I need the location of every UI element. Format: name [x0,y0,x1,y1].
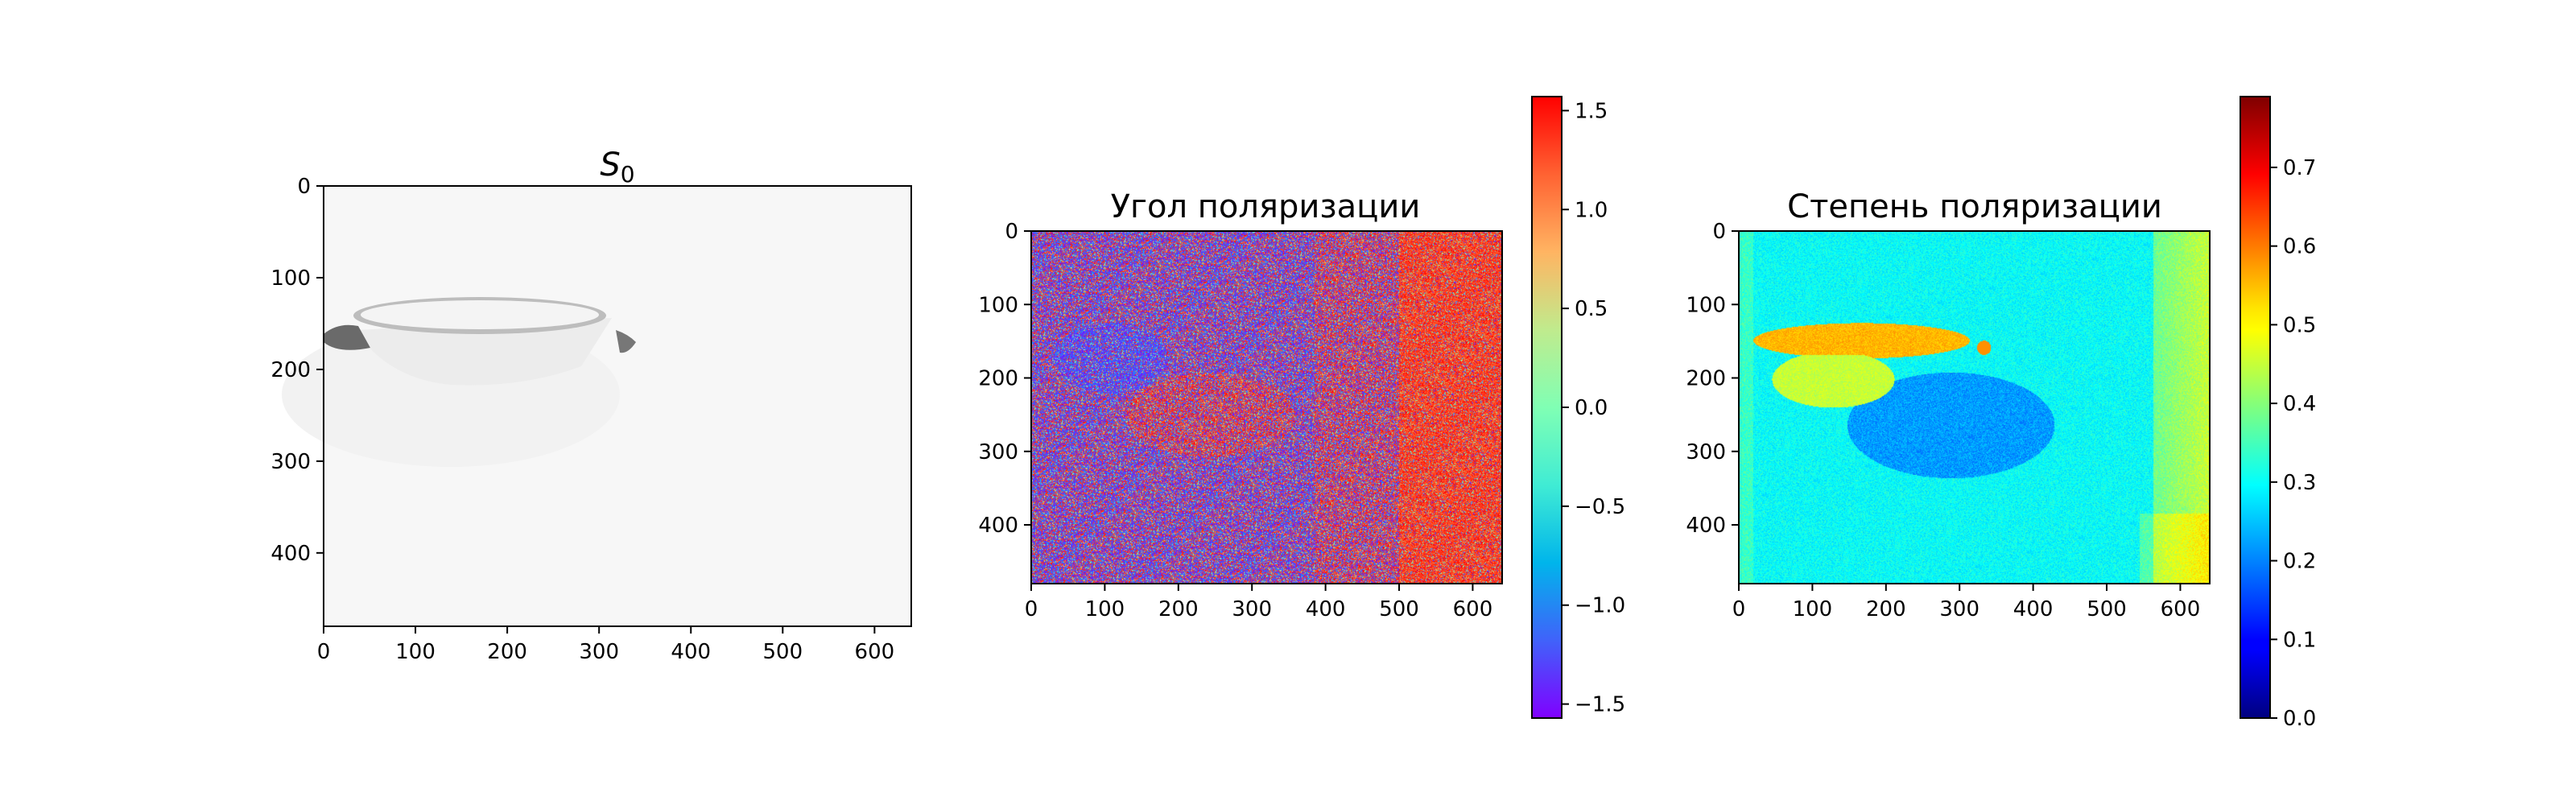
s0-x-tick-label: 400 [671,640,711,664]
angle-colorbar-tick-label: 1.5 [1575,99,1608,123]
panel-s0-title: S0 [600,147,634,188]
panel-degree-title: Степень поляризации [1787,188,2162,225]
angle-heatmap [1031,231,1502,584]
angle-x-tick-label: 0 [1025,597,1038,621]
s0-x-tick-label: 0 [317,640,331,664]
s0-y-tick-label: 400 [270,542,311,566]
panel-angle-title: Угол поляризации [1111,188,1421,225]
degree-heatmap [1739,231,2210,584]
degree-colorbar-tick-label: 0.4 [2283,392,2316,416]
angle-colorbar-tick-label: −0.5 [1575,495,1625,519]
s0-y-tick-label: 300 [270,450,311,474]
degree-x-tick-label: 400 [2013,597,2054,621]
degree-y-tick-label: 300 [1686,440,1726,464]
s0-cup-shading-left [324,324,370,350]
angle-x-tick-label: 600 [1453,597,1493,621]
angle-colorbar-ticks: 1.5 1.0 0.5 0.0 −0.5 −1.0 −1.5 [1562,99,1625,717]
s0-x-tick-label: 300 [579,640,619,664]
degree-colorbar-tick-label: 0.1 [2283,628,2316,652]
degree-colorbar-tick-label: 0.0 [2283,707,2316,731]
degree-colorbar-tick-label: 0.7 [2283,156,2316,180]
degree-x-ticks: 0 100 200 300 400 500 600 [1732,584,2201,621]
angle-x-tick-label: 400 [1306,597,1346,621]
degree-x-tick-label: 100 [1793,597,1833,621]
degree-colorbar-ticks: 0.7 0.6 0.5 0.4 0.3 0.2 0.1 0.0 [2270,156,2316,731]
s0-x-tick-label: 500 [762,640,803,664]
title-symbol: S [600,147,620,184]
degree-frame [1738,230,2211,584]
panel-angle: Угол поляризации 0 100 200 300 400 500 600 0 10… [978,96,1625,719]
degree-x-tick-label: 600 [2161,597,2201,621]
s0-y-tick-label: 0 [297,175,311,199]
s0-y-ticks: 0 100 200 300 400 [270,175,324,566]
degree-colorbar-tick-label: 0.3 [2283,471,2316,495]
angle-y-tick-label: 400 [978,514,1018,538]
degree-colorbar-tick-label: 0.6 [2283,235,2316,259]
degree-colorbar [2240,96,2271,719]
angle-y-tick-label: 300 [978,440,1018,464]
angle-frame [1030,230,1503,584]
angle-colorbar-tick-label: −1.0 [1575,594,1625,618]
degree-y-ticks: 0 100 200 300 400 [1686,220,1739,538]
s0-x-tick-label: 100 [395,640,436,664]
degree-y-tick-label: 400 [1686,514,1726,538]
s0-cup-rim-inner [361,300,599,329]
s0-cup-shading-right [616,330,636,353]
angle-x-tick-label: 500 [1379,597,1419,621]
panel-degree: Степень поляризации 0 100 200 300 400 500 600 … [1686,96,2316,731]
s0-y-tick-label: 200 [270,358,311,382]
angle-y-tick-label: 0 [1005,220,1018,244]
degree-x-tick-label: 0 [1732,597,1746,621]
angle-y-ticks: 0 100 200 300 400 [978,220,1031,538]
s0-x-ticks: 0 100 200 300 400 500 600 [317,626,894,664]
s0-image [282,186,911,626]
s0-frame [323,185,912,627]
angle-colorbar-tick-label: −1.5 [1575,693,1625,717]
degree-colorbar-tick-label: 0.2 [2283,550,2316,574]
angle-colorbar-tick-label: 0.5 [1575,297,1608,321]
degree-x-tick-label: 500 [2087,597,2127,621]
degree-colorbar-tick-label: 0.5 [2283,313,2316,337]
angle-colorbar [1531,96,1563,719]
angle-x-tick-label: 300 [1232,597,1272,621]
angle-y-tick-label: 100 [978,293,1018,317]
angle-colorbar-tick-label: 0.0 [1575,396,1608,420]
angle-x-tick-label: 100 [1085,597,1125,621]
title-subscript: 0 [621,161,635,188]
degree-y-tick-label: 0 [1712,220,1726,244]
s0-x-tick-label: 200 [487,640,527,664]
angle-colorbar-tick-label: 1.0 [1575,198,1608,222]
degree-y-tick-label: 200 [1686,367,1726,391]
angle-x-tick-label: 200 [1158,597,1199,621]
degree-x-tick-label: 300 [1939,597,1979,621]
angle-x-ticks: 0 100 200 300 400 500 600 [1025,584,1493,621]
s0-cup-body [356,318,612,386]
angle-y-tick-label: 200 [978,367,1018,391]
degree-image-container [1739,231,2210,584]
s0-x-tick-label: 600 [855,640,895,664]
degree-x-tick-label: 200 [1866,597,1906,621]
s0-y-tick-label: 100 [270,266,311,291]
degree-y-tick-label: 100 [1686,293,1726,317]
angle-image-container [1031,231,1502,584]
